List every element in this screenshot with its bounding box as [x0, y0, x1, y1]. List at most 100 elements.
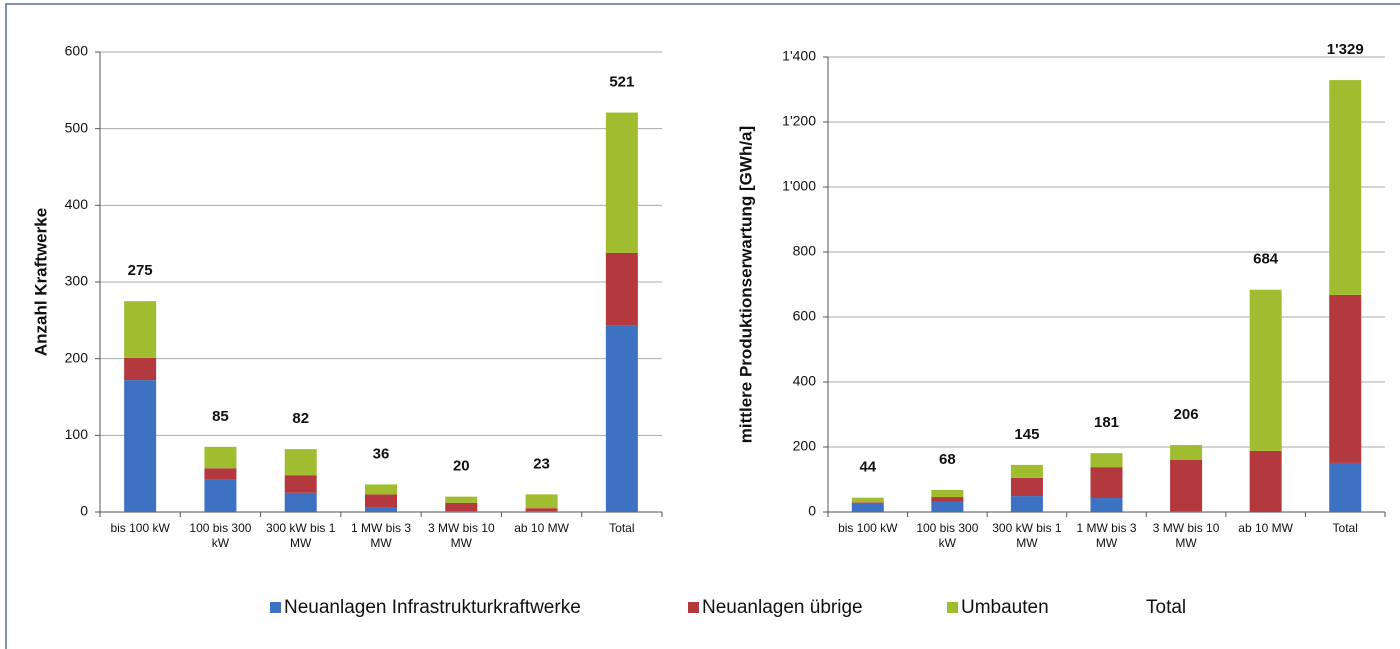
y-axis-title: mittlere Produktionserwartung [GWh/a] — [736, 126, 755, 443]
bar-segment — [931, 489, 964, 498]
y-tick-label: 300 — [65, 273, 89, 289]
total-label: 36 — [373, 445, 390, 462]
total-label: 206 — [1174, 406, 1199, 423]
bar-segment — [284, 475, 317, 493]
y-tick-label: 500 — [65, 119, 89, 135]
x-tick-label: ab 10 MW — [1238, 521, 1293, 535]
x-tick-label: 3 MW bis 10 MW — [1152, 521, 1220, 550]
y-axis-title: Anzahl Kraftwerke — [31, 208, 50, 356]
bar-segment — [1249, 289, 1282, 451]
bar-segment — [284, 492, 317, 512]
y-tick-label: 600 — [793, 308, 817, 324]
total-label: 44 — [859, 459, 876, 476]
total-label: 521 — [609, 74, 634, 91]
bar-segment — [1090, 453, 1123, 468]
x-tick-label: bis 100 kW — [110, 521, 170, 535]
legend-label: Neuanlagen Infrastrukturkraftwerke — [284, 597, 581, 618]
total-label: 181 — [1094, 414, 1119, 431]
legend-label: Total — [1146, 597, 1187, 618]
bar-segment — [1329, 294, 1362, 463]
total-label: 68 — [939, 451, 956, 468]
x-tick-label: 3 MW bis 10 MW — [427, 521, 495, 550]
total-label: 1'329 — [1327, 41, 1364, 58]
total-label: 275 — [128, 262, 153, 279]
bar-segment — [365, 494, 397, 508]
bar-segment — [445, 502, 478, 512]
bar-segment — [1329, 462, 1362, 512]
x-tick-label: 300 kW bis 1 MW — [992, 521, 1062, 550]
y-tick-label: 100 — [65, 426, 89, 442]
bar-segment — [1090, 467, 1123, 499]
bar-segment — [204, 479, 237, 512]
bar-segment — [931, 497, 964, 502]
y-tick-label: 400 — [793, 373, 817, 389]
legend-item: Umbauten — [947, 597, 1049, 619]
y-tick-label: 600 — [65, 43, 89, 59]
x-tick-label: Total — [609, 521, 635, 535]
bar-segment — [605, 112, 638, 253]
bar-segment — [931, 501, 964, 512]
bar-segment — [124, 380, 157, 512]
y-tick-label: 1'400 — [782, 48, 816, 64]
y-tick-label: 200 — [793, 438, 817, 454]
bar-segment — [204, 446, 237, 469]
total-label: 145 — [1014, 426, 1039, 443]
legend-swatch — [270, 602, 281, 613]
bar-segment — [1090, 498, 1123, 512]
bar-segment — [1010, 496, 1043, 512]
bar-segment — [1249, 450, 1282, 512]
total-label: 85 — [212, 408, 229, 425]
x-tick-label: Total — [1332, 521, 1358, 535]
bar-segment — [1170, 511, 1203, 512]
legend-label: Umbauten — [961, 597, 1049, 618]
y-tick-label: 1'200 — [782, 113, 816, 129]
x-tick-label: 100 bis 300 kW — [189, 521, 252, 550]
x-tick-label: 1 MW bis 3 MW — [350, 521, 411, 550]
bar-segment — [1170, 460, 1203, 512]
x-tick-label: 300 kW bis 1 MW — [266, 521, 336, 550]
frame — [5, 3, 1400, 649]
legend-swatch — [947, 602, 958, 613]
legend-swatch — [688, 602, 699, 613]
x-tick-label: 1 MW bis 3 MW — [1076, 521, 1137, 550]
legend-item: Neuanlagen Infrastrukturkraftwerke — [270, 597, 581, 619]
bar-segment — [1170, 445, 1203, 460]
y-tick-label: 400 — [65, 196, 89, 212]
bar-segment — [124, 357, 157, 381]
total-label: 82 — [292, 410, 309, 427]
bar-segment — [525, 508, 558, 512]
y-tick-label: 0 — [808, 503, 816, 519]
total-label: 20 — [453, 458, 470, 475]
y-tick-label: 200 — [65, 349, 89, 365]
bar-segment — [365, 484, 397, 495]
bar-segment — [851, 497, 884, 503]
bar-segment — [1010, 477, 1043, 497]
y-tick-label: 1'000 — [782, 178, 816, 194]
bar-segment — [284, 449, 317, 476]
bar-segment — [525, 511, 558, 512]
x-tick-label: ab 10 MW — [514, 521, 569, 535]
bar-segment — [445, 496, 478, 503]
x-tick-label: 100 bis 300 kW — [916, 521, 979, 550]
legend-item: Neuanlagen übrige — [688, 597, 863, 619]
bar-segment — [851, 502, 884, 503]
legend-label: Neuanlagen übrige — [702, 597, 863, 618]
total-label: 23 — [533, 455, 550, 472]
bar-segment — [605, 252, 638, 326]
bar-segment — [605, 325, 638, 512]
y-tick-label: 800 — [793, 243, 817, 259]
bar-segment — [124, 301, 157, 358]
y-tick-label: 0 — [80, 503, 88, 519]
x-tick-label: bis 100 kW — [838, 521, 898, 535]
bar-segment — [1329, 80, 1362, 295]
legend-item: Total — [1146, 597, 1186, 619]
bar-segment — [851, 502, 884, 512]
bar-segment — [204, 468, 237, 480]
bar-segment — [525, 494, 558, 509]
bar-segment — [1010, 464, 1043, 478]
bar-segment — [445, 511, 478, 512]
bar-segment — [365, 507, 397, 512]
total-label: 684 — [1253, 251, 1279, 268]
